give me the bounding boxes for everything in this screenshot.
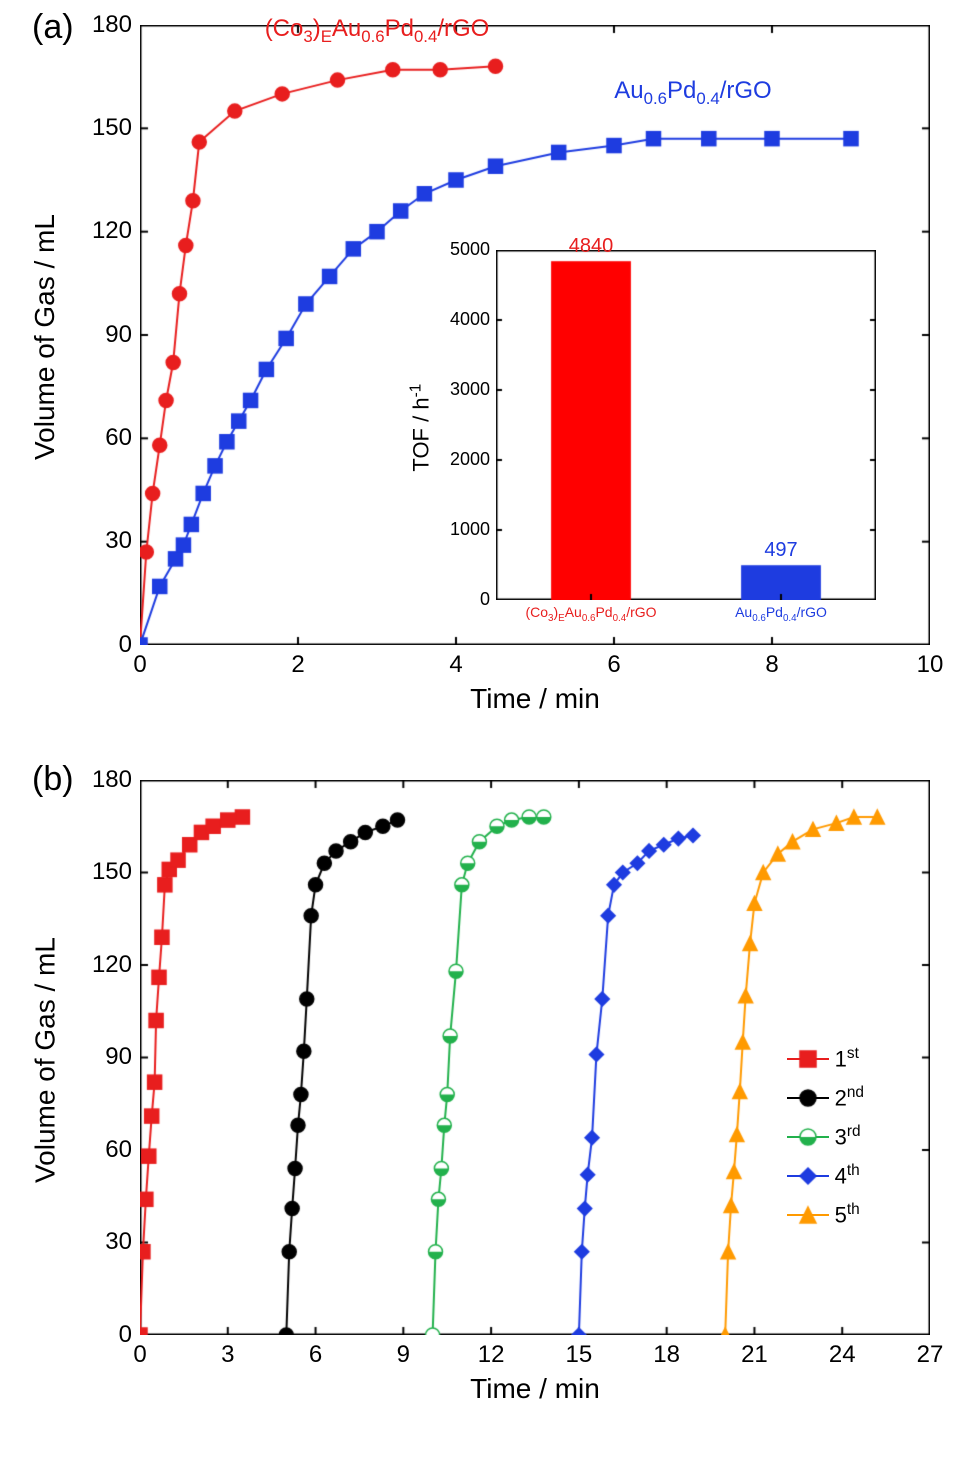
x-axis-label: Time / min bbox=[140, 1373, 930, 1405]
xtick-label: 15 bbox=[559, 1341, 599, 1369]
ytick-label: 60 bbox=[70, 1136, 132, 1164]
ytick-label: 90 bbox=[70, 1043, 132, 1071]
legend-label: 3rd bbox=[835, 1123, 861, 1150]
inset-ytick-label: 3000 bbox=[438, 379, 490, 400]
inset-bar-chart: 010002000300040005000TOF / h-14840(Co3)E… bbox=[496, 250, 876, 600]
legend-label: 1st bbox=[835, 1045, 859, 1072]
ytick-label: 120 bbox=[70, 217, 132, 245]
legend-marker-icon bbox=[798, 1166, 818, 1186]
chart-b: 03691215182124270306090120150180Time / m… bbox=[140, 780, 930, 1335]
legend-entry: 2nd bbox=[787, 1081, 864, 1114]
legend-marker-icon bbox=[798, 1127, 818, 1147]
xtick-label: 6 bbox=[296, 1341, 336, 1369]
legend: 1st 2nd 3rd 4th 5th bbox=[787, 1042, 864, 1237]
inset-ytick-label: 1000 bbox=[438, 519, 490, 540]
ytick-label: 150 bbox=[70, 858, 132, 886]
inset-ytick-label: 5000 bbox=[438, 239, 490, 260]
xtick-label: 9 bbox=[383, 1341, 423, 1369]
legend-entry: 1st bbox=[787, 1042, 864, 1075]
ytick-label: 30 bbox=[70, 527, 132, 555]
legend-marker-icon bbox=[798, 1205, 818, 1225]
legend-marker-icon bbox=[798, 1049, 818, 1069]
inset-bar-category: Au0.6Pd0.4/rGO bbox=[686, 604, 876, 624]
inset-bar-value: 4840 bbox=[541, 235, 641, 258]
ytick-label: 180 bbox=[70, 766, 132, 794]
xtick-label: 18 bbox=[647, 1341, 687, 1369]
xtick-label: 10 bbox=[910, 651, 950, 679]
xtick-label: 2 bbox=[278, 651, 318, 679]
xtick-label: 6 bbox=[594, 651, 634, 679]
legend-marker-icon bbox=[798, 1088, 818, 1108]
ytick-label: 30 bbox=[70, 1228, 132, 1256]
legend-line-icon bbox=[787, 1058, 829, 1060]
xtick-label: 24 bbox=[822, 1341, 862, 1369]
ytick-label: 0 bbox=[70, 1321, 132, 1349]
xtick-label: 8 bbox=[752, 651, 792, 679]
inset-bar-value: 497 bbox=[731, 539, 831, 562]
y-axis-label: Volume of Gas / mL bbox=[29, 27, 61, 647]
legend-label: 2nd bbox=[835, 1084, 864, 1111]
xtick-label: 27 bbox=[910, 1341, 950, 1369]
xtick-label: 21 bbox=[734, 1341, 774, 1369]
legend-line-icon bbox=[787, 1097, 829, 1099]
legend-entry: 4th bbox=[787, 1159, 864, 1192]
ytick-label: 150 bbox=[70, 114, 132, 142]
inset-bar-category: (Co3)EAu0.6Pd0.4/rGO bbox=[496, 604, 686, 624]
y-axis-label: Volume of Gas / mL bbox=[29, 782, 61, 1337]
xtick-label: 3 bbox=[208, 1341, 248, 1369]
ytick-label: 180 bbox=[70, 11, 132, 39]
ytick-label: 120 bbox=[70, 951, 132, 979]
chart-a: 02468100306090120150180Time / minVolume … bbox=[140, 25, 930, 645]
x-axis-label: Time / min bbox=[140, 683, 930, 715]
legend-line-icon bbox=[787, 1214, 829, 1216]
series-label-AuPd: Au0.6Pd0.4/rGO bbox=[614, 77, 771, 109]
inset-y-axis-label: TOF / h-1 bbox=[407, 253, 434, 603]
inset-ytick-label: 4000 bbox=[438, 309, 490, 330]
inset-ytick-label: 0 bbox=[438, 589, 490, 610]
inset-ytick-label: 2000 bbox=[438, 449, 490, 470]
xtick-label: 4 bbox=[436, 651, 476, 679]
xtick-label: 12 bbox=[471, 1341, 511, 1369]
legend-entry: 3rd bbox=[787, 1120, 864, 1153]
ytick-label: 60 bbox=[70, 424, 132, 452]
legend-line-icon bbox=[787, 1136, 829, 1138]
ytick-label: 0 bbox=[70, 631, 132, 659]
legend-entry: 5th bbox=[787, 1198, 864, 1231]
ytick-label: 90 bbox=[70, 321, 132, 349]
legend-label: 4th bbox=[835, 1162, 860, 1189]
legend-label: 5th bbox=[835, 1201, 860, 1228]
series-label-CoAuPd: (Co3)EAu0.6Pd0.4/rGO bbox=[265, 15, 490, 47]
legend-line-icon bbox=[787, 1175, 829, 1177]
